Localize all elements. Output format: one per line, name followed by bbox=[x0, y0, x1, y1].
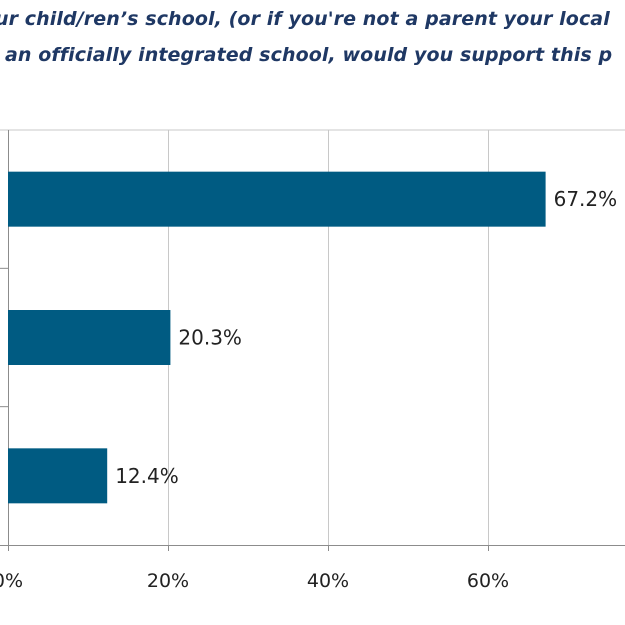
bar bbox=[8, 171, 546, 227]
bar-data-label: 20.3% bbox=[178, 326, 242, 350]
x-tick-label: 40% bbox=[307, 570, 349, 592]
chart-title: ur child/ren’s school, (or if you're not… bbox=[0, 0, 625, 80]
bar-data-label: 12.4% bbox=[115, 464, 179, 488]
x-tick-label: 60% bbox=[467, 570, 509, 592]
bar bbox=[8, 310, 171, 365]
bar-data-label: 67.2% bbox=[554, 187, 618, 211]
x-tick-label: 0% bbox=[0, 570, 23, 592]
chart-title-line-1: ur child/ren’s school, (or if you're not… bbox=[0, 8, 610, 30]
bar bbox=[8, 448, 108, 504]
chart-title-line-2: an officially integrated school, would y… bbox=[5, 44, 613, 66]
x-tick-label: 20% bbox=[147, 570, 189, 592]
